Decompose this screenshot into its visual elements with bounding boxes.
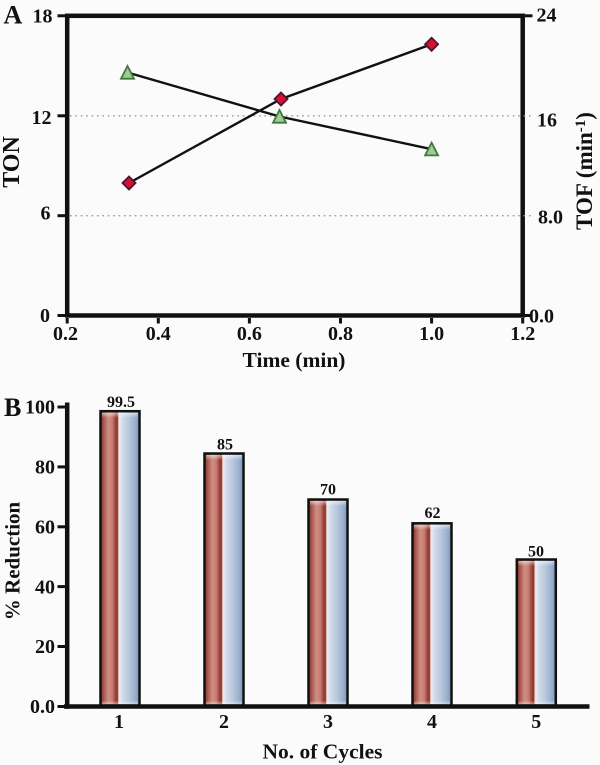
svg-text:85: 85 (217, 437, 233, 454)
svg-text:1: 1 (114, 711, 124, 733)
svg-text:4: 4 (427, 711, 437, 733)
svg-text:2: 2 (219, 711, 229, 733)
svg-text:80: 80 (35, 457, 55, 479)
svg-text:5: 5 (531, 711, 541, 733)
svg-text:0.0: 0.0 (30, 696, 55, 718)
svg-text:A: A (4, 0, 23, 29)
svg-text:1.0: 1.0 (419, 323, 444, 345)
svg-text:8.0: 8.0 (538, 207, 563, 229)
svg-text:0.4: 0.4 (146, 323, 171, 345)
svg-text:% Reduction: % Reduction (1, 501, 25, 620)
svg-text:40: 40 (35, 576, 55, 598)
svg-text:16: 16 (537, 110, 557, 132)
svg-text:0.0: 0.0 (529, 306, 554, 328)
svg-text:No. of Cycles: No. of Cycles (262, 740, 382, 764)
svg-text:TON: TON (0, 136, 25, 188)
svg-text:60: 60 (35, 517, 55, 539)
svg-text:20: 20 (35, 636, 55, 658)
svg-text:6: 6 (41, 203, 51, 225)
svg-text:100: 100 (25, 397, 55, 419)
svg-text:18: 18 (33, 6, 53, 28)
svg-text:1.2: 1.2 (510, 323, 535, 345)
svg-text:B: B (4, 393, 21, 422)
svg-text:0.2: 0.2 (53, 323, 78, 345)
svg-text:0.8: 0.8 (328, 323, 353, 345)
svg-text:Time (min): Time (min) (243, 348, 346, 372)
svg-text:0: 0 (40, 305, 50, 327)
svg-text:24: 24 (537, 5, 557, 27)
svg-text:99.5: 99.5 (107, 394, 135, 411)
svg-text:12: 12 (32, 107, 52, 129)
svg-text:70: 70 (320, 482, 336, 499)
svg-text:3: 3 (323, 711, 333, 733)
svg-text:0.6: 0.6 (237, 323, 262, 345)
svg-text:50: 50 (528, 544, 544, 561)
svg-text:62: 62 (425, 505, 441, 522)
